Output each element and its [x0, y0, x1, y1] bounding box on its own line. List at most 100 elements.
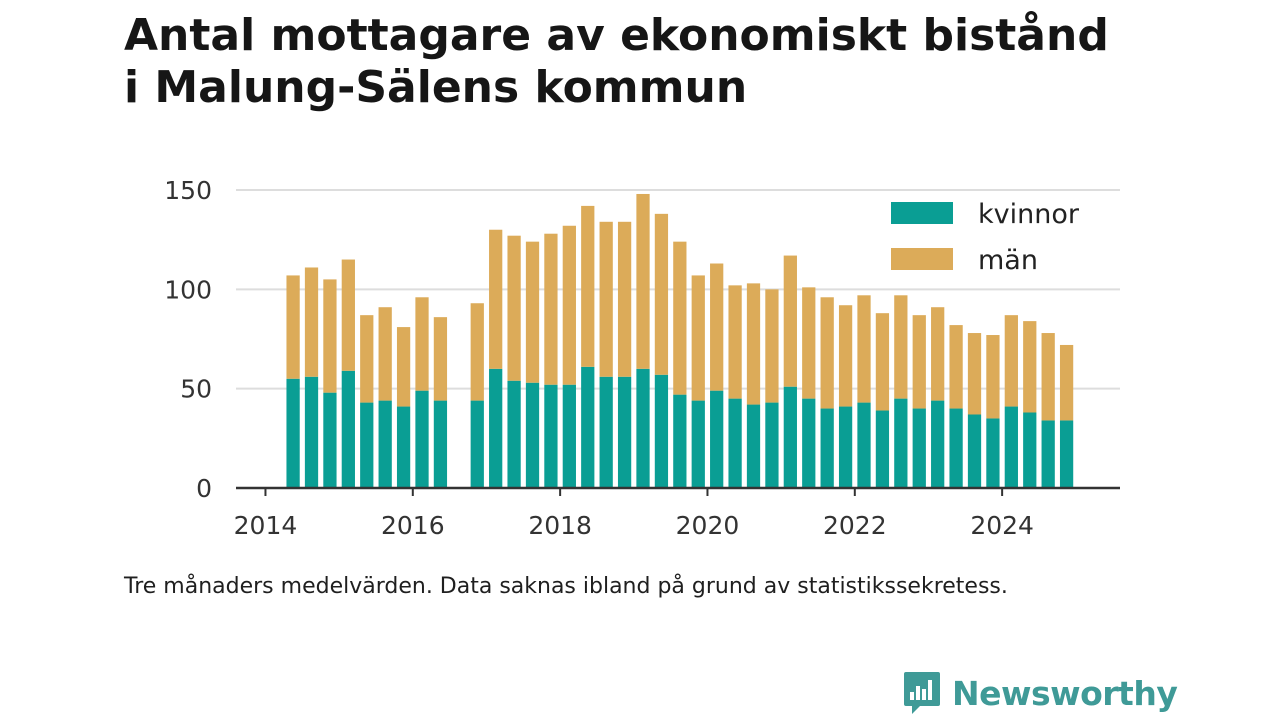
bar-män — [489, 229, 503, 369]
bar-män — [1004, 315, 1018, 407]
bar-kvinnor — [544, 384, 558, 488]
legend: kvinnor män — [891, 199, 1080, 276]
bar-kvinnor — [581, 366, 595, 488]
bar-kvinnor — [599, 376, 613, 488]
chart-title-line-2: i Malung-Sälens kommun — [124, 62, 748, 113]
bar-män — [875, 313, 890, 411]
legend-swatch-kvinnor — [891, 202, 953, 224]
bar-kvinnor — [857, 402, 871, 488]
bar-män — [857, 295, 871, 403]
bar-kvinnor — [875, 410, 890, 488]
bar-kvinnor — [323, 392, 337, 488]
x-tick-label: 2016 — [381, 511, 445, 540]
x-tick-label: 2014 — [234, 511, 298, 540]
bar-män — [286, 275, 300, 379]
bar-kvinnor — [378, 400, 392, 488]
bar-män — [525, 241, 540, 383]
x-tick-label: 2024 — [970, 511, 1034, 540]
bar-kvinnor — [949, 408, 963, 488]
brand: Newsworthy — [902, 670, 1178, 716]
bar-män — [396, 327, 411, 407]
bar-kvinnor — [728, 398, 742, 488]
bar-män — [341, 259, 355, 371]
bar-män — [967, 333, 982, 415]
newsworthy-logo-icon — [904, 672, 940, 714]
bar-kvinnor — [562, 384, 576, 488]
y-tick-label: 50 — [180, 375, 212, 404]
bar-män — [838, 305, 853, 407]
bar-kvinnor — [746, 404, 761, 488]
y-tick-label: 100 — [164, 275, 212, 304]
bar-kvinnor — [783, 386, 797, 488]
bar-män — [544, 233, 558, 385]
bar-män — [304, 267, 319, 377]
bar-män — [746, 283, 761, 405]
bar-kvinnor — [654, 374, 669, 488]
bar-kvinnor — [525, 382, 540, 488]
bar-kvinnor — [765, 402, 779, 488]
bar-män — [470, 303, 484, 401]
bar-kvinnor — [802, 398, 816, 488]
bar-män — [415, 297, 429, 391]
bar-män — [986, 335, 1000, 419]
bar-män — [1041, 333, 1055, 421]
bar-kvinnor — [1041, 420, 1055, 488]
bar-kvinnor — [470, 400, 484, 488]
chart-title: Antal mottagare av ekonomiskt bistånd i … — [124, 10, 1204, 114]
bar-kvinnor — [396, 406, 411, 488]
bar-kvinnor — [415, 390, 429, 488]
bar-kvinnor — [617, 376, 632, 488]
legend-label-kvinnor: kvinnor — [978, 199, 1080, 230]
bar-kvinnor — [912, 408, 926, 488]
bar-män — [912, 315, 926, 409]
bar-män — [433, 317, 448, 401]
bar-män — [783, 255, 797, 387]
bar-kvinnor — [286, 378, 300, 488]
bar-kvinnor — [986, 418, 1000, 488]
legend-label-män: män — [978, 245, 1038, 276]
bar-män — [360, 315, 374, 403]
bar-kvinnor — [967, 414, 982, 488]
bar-kvinnor — [304, 376, 319, 488]
bar-kvinnor — [433, 400, 448, 488]
bar-kvinnor — [1059, 420, 1074, 488]
bar-män — [1023, 321, 1037, 413]
bar-män — [820, 297, 834, 409]
bar-män — [710, 263, 724, 391]
bar-kvinnor — [1023, 412, 1037, 488]
legend-swatch-män — [891, 248, 953, 270]
bar-män — [1059, 344, 1074, 421]
bar-män — [617, 221, 632, 377]
bar-män — [562, 225, 576, 385]
bar-män — [802, 287, 816, 399]
bar-män — [654, 213, 669, 375]
bar-män — [931, 307, 945, 401]
bar-kvinnor — [820, 408, 834, 488]
chart-title-line-1: Antal mottagare av ekonomiskt bistånd — [124, 10, 1109, 61]
y-tick-label: 0 — [196, 474, 212, 503]
bar-män — [894, 295, 908, 399]
bar-män — [949, 325, 963, 409]
footnote: Tre månaders medelvärden. Data saknas ib… — [124, 574, 1008, 599]
bar-män — [581, 205, 595, 367]
y-tick-label: 150 — [164, 176, 212, 205]
bar-kvinnor — [710, 390, 724, 488]
bar-kvinnor — [931, 400, 945, 488]
axes: 0 50 100 150 2014 2016 2018 2020 2022 2024 — [164, 176, 1120, 540]
x-tick-label: 2018 — [528, 511, 592, 540]
bar-män — [323, 279, 337, 393]
bars — [286, 193, 1074, 488]
bar-män — [728, 285, 742, 399]
bar-kvinnor — [636, 368, 650, 488]
bar-män — [378, 307, 392, 401]
bar-män — [507, 235, 521, 381]
bar-kvinnor — [341, 370, 355, 488]
bar-män — [599, 221, 613, 377]
bar-kvinnor — [489, 368, 503, 488]
bar-kvinnor — [673, 394, 687, 488]
x-tick-label: 2020 — [676, 511, 740, 540]
bar-män — [636, 193, 650, 369]
bar-män — [691, 275, 705, 401]
bar-kvinnor — [360, 402, 374, 488]
bar-kvinnor — [838, 406, 853, 488]
